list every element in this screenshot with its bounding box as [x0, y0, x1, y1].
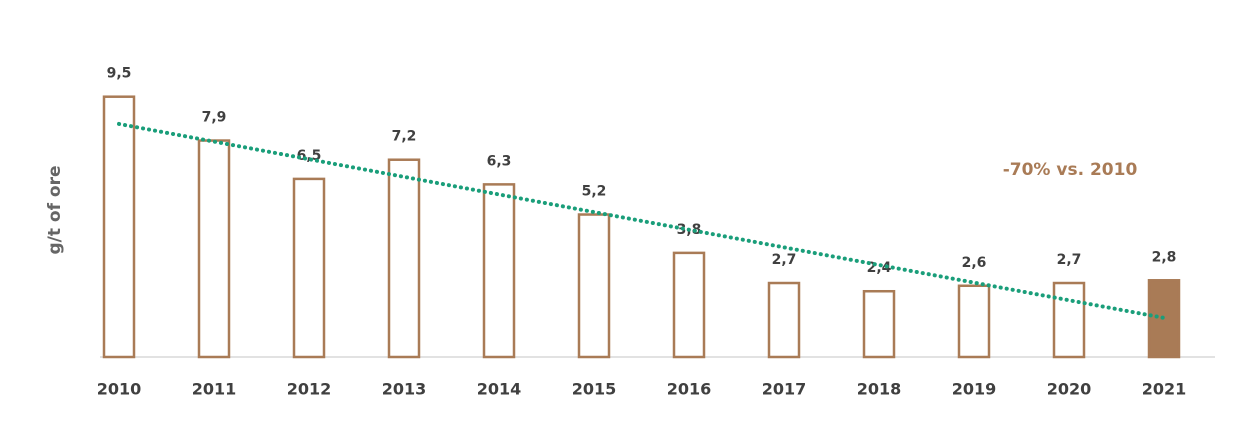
y-axis-label: g/t of ore [45, 165, 65, 254]
x-tick-label: 2017 [762, 380, 807, 399]
data-label: 2,6 [962, 255, 987, 271]
bar [862, 289, 896, 359]
x-tick-label: 2020 [1047, 380, 1092, 399]
bar [577, 213, 611, 359]
x-tick-label: 2019 [952, 380, 997, 399]
x-tick-label: 2018 [857, 380, 902, 399]
bar [672, 251, 706, 359]
x-tick-label: 2010 [97, 380, 142, 399]
data-label: 7,9 [202, 110, 227, 126]
bar [102, 95, 136, 359]
bar [957, 284, 991, 359]
x-tick-label: 2021 [1142, 380, 1187, 399]
x-tick-label: 2016 [667, 380, 712, 399]
bar [1052, 281, 1086, 359]
bar [482, 183, 516, 359]
bar [1147, 279, 1181, 359]
data-label: 9,5 [107, 66, 132, 82]
x-tick-label: 2012 [287, 380, 332, 399]
trendline [117, 121, 1166, 320]
data-label: 2,7 [772, 252, 797, 268]
x-tick-label: 2013 [382, 380, 427, 399]
data-label: 6,3 [487, 153, 512, 169]
data-label: 5,2 [582, 184, 607, 200]
x-tick-label: 2015 [572, 380, 617, 399]
data-label: 7,2 [392, 129, 417, 145]
bar [387, 158, 421, 359]
bar [767, 281, 801, 359]
data-label: 2,8 [1152, 249, 1177, 265]
annotation: -70% vs. 2010 [1003, 160, 1138, 180]
x-tick-label: 2014 [477, 380, 522, 399]
x-tick-label: 2011 [192, 380, 237, 399]
bar [197, 139, 231, 359]
bar [292, 177, 326, 359]
data-label: 2,7 [1057, 252, 1082, 268]
